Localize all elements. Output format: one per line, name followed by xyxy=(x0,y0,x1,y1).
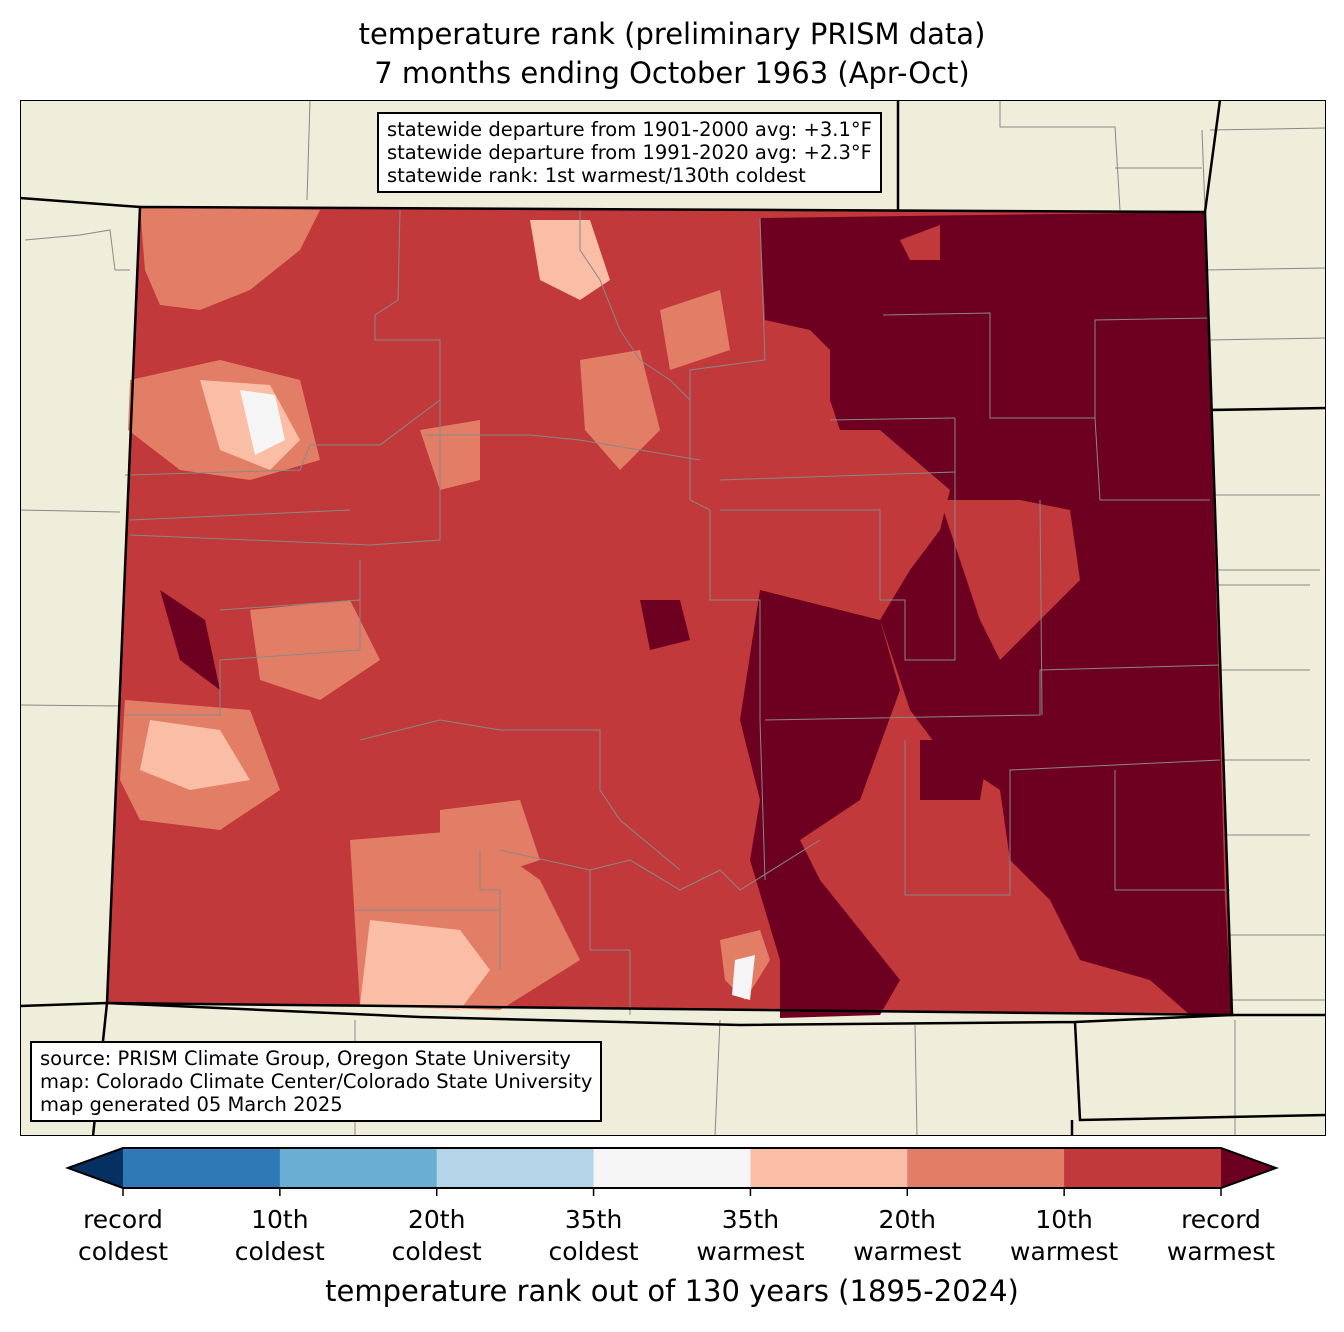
map-credit-line: map: Colorado Climate Center/Colorado St… xyxy=(40,1070,593,1093)
statewide-stats-box: statewide departure from 1901-2000 avg: … xyxy=(377,112,882,193)
colorbar-extend-warm xyxy=(1221,1148,1276,1188)
colorbar-tick-label: 35th warmest xyxy=(670,1204,830,1268)
tick-label-line1: 10th xyxy=(1035,1205,1093,1234)
colorbar-segment xyxy=(1064,1148,1222,1188)
colorbar-tick-label: 10th coldest xyxy=(200,1204,360,1268)
colorado-county-lines xyxy=(124,209,1230,1015)
source-line: source: PRISM Climate Group, Oregon Stat… xyxy=(40,1047,571,1070)
departure-1991-2020: statewide departure from 1991-2020 avg: … xyxy=(387,141,872,164)
colorbar-tick-label: 20th warmest xyxy=(827,1204,987,1268)
colorbar-segment xyxy=(750,1148,908,1188)
colorbar-segment xyxy=(907,1148,1065,1188)
colorbar-label: temperature rank out of 130 years (1895-… xyxy=(325,1274,1019,1308)
colorbar-segment xyxy=(123,1148,281,1188)
tick-label-line1: 35th xyxy=(721,1205,780,1234)
source-box: source: PRISM Climate Group, Oregon Stat… xyxy=(30,1041,603,1122)
tick-label-line1: 20th xyxy=(407,1205,466,1234)
map-title-line2: 7 months ending October 1963 (Apr-Oct) xyxy=(374,56,970,90)
generated-date-line: map generated 05 March 2025 xyxy=(40,1093,343,1116)
colorbar-segment xyxy=(593,1148,751,1188)
colorbar-segment xyxy=(436,1148,595,1188)
tick-label-line1: 35th xyxy=(564,1205,623,1234)
colorbar-tick-label: record warmest xyxy=(1141,1204,1301,1268)
departure-1901-2000: statewide departure from 1901-2000 avg: … xyxy=(387,118,872,141)
colorbar-tick-label: 20th coldest xyxy=(357,1204,517,1268)
tick-label-line2: coldest xyxy=(548,1237,639,1266)
colorbar-extend-cold xyxy=(68,1148,123,1188)
map-title-line1: temperature rank (preliminary PRISM data… xyxy=(358,17,986,51)
statewide-rank: statewide rank: 1st warmest/130th coldes… xyxy=(387,164,806,187)
tick-label-line2: warmest xyxy=(1166,1237,1276,1266)
colorbar-tick-label: record coldest xyxy=(43,1204,203,1268)
tick-label-line2: coldest xyxy=(391,1237,482,1266)
tick-label-line2: coldest xyxy=(234,1237,325,1266)
tick-label-line2: warmest xyxy=(696,1237,805,1266)
colorbar-segment xyxy=(279,1148,438,1188)
colorado-rank-fill xyxy=(107,207,1232,1018)
tick-label-line2: warmest xyxy=(1010,1237,1119,1266)
tick-label-line1: 10th xyxy=(251,1205,309,1234)
colorado-temperature-rank-map xyxy=(20,100,1326,1136)
colorbar-tick-label: 35th coldest xyxy=(514,1204,674,1268)
tick-label-line2: coldest xyxy=(77,1237,169,1266)
colorbar-tick-label: 10th warmest xyxy=(984,1204,1144,1268)
tick-label-line1: record xyxy=(83,1205,163,1234)
colorbar xyxy=(65,1147,1279,1196)
tick-label-line2: warmest xyxy=(853,1237,962,1266)
tick-label-line1: record xyxy=(1181,1205,1261,1234)
tick-label-line1: 20th xyxy=(878,1205,937,1234)
